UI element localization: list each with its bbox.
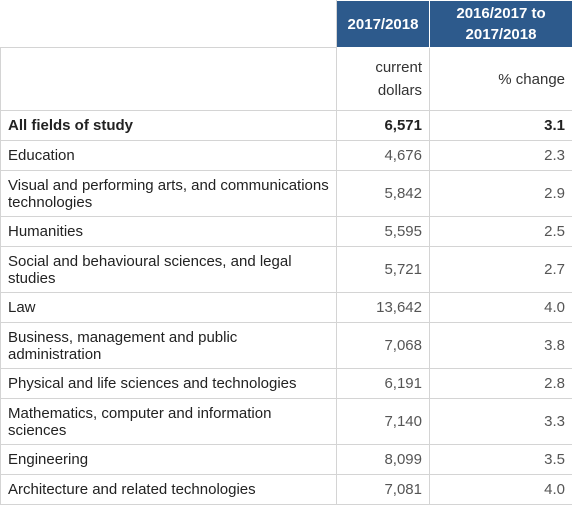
- row-change: 2.3: [429, 140, 572, 171]
- table-row: Humanities 5,595 2.5: [0, 216, 572, 247]
- header-change-period: 2016/2017 to 2017/2018: [429, 0, 572, 48]
- table-row: Social and behavioural sciences, and leg…: [0, 246, 572, 293]
- row-change: 3.5: [429, 444, 572, 475]
- header-row: 2017/2018 2016/2017 to 2017/2018: [0, 0, 572, 48]
- row-change: 3.8: [429, 322, 572, 369]
- row-label: Social and behavioural sciences, and leg…: [0, 246, 337, 293]
- row-value: 7,068: [336, 322, 430, 369]
- row-value: 7,081: [336, 474, 430, 505]
- row-label: Architecture and related technologies: [0, 474, 337, 505]
- table-row: Law 13,642 4.0: [0, 292, 572, 323]
- table-row: Physical and life sciences and technolog…: [0, 368, 572, 399]
- units-blank-cell: [0, 47, 337, 111]
- row-value: 5,721: [336, 246, 430, 293]
- table-row: Business, management and public administ…: [0, 322, 572, 369]
- row-label: Engineering: [0, 444, 337, 475]
- row-label: Visual and performing arts, and communic…: [0, 170, 337, 217]
- row-value: 8,099: [336, 444, 430, 475]
- row-value: 13,642: [336, 292, 430, 323]
- table-row: Visual and performing arts, and communic…: [0, 170, 572, 217]
- row-value: 6,571: [336, 110, 430, 141]
- row-value: 5,842: [336, 170, 430, 217]
- row-label: Humanities: [0, 216, 337, 247]
- units-row: current dollars % change: [0, 47, 572, 111]
- row-label: Physical and life sciences and technolog…: [0, 368, 337, 399]
- row-change: 2.5: [429, 216, 572, 247]
- row-value: 4,676: [336, 140, 430, 171]
- row-change: 4.0: [429, 474, 572, 505]
- row-change: 2.8: [429, 368, 572, 399]
- row-label: Business, management and public administ…: [0, 322, 337, 369]
- table-row: Education 4,676 2.3: [0, 140, 572, 171]
- row-change: 4.0: [429, 292, 572, 323]
- table-row: Engineering 8,099 3.5: [0, 444, 572, 475]
- row-value: 6,191: [336, 368, 430, 399]
- unit-current-dollars: current dollars: [336, 47, 430, 111]
- table-row-total: All fields of study 6,571 3.1: [0, 110, 572, 141]
- row-label: Law: [0, 292, 337, 323]
- unit-percent-change: % change: [429, 47, 572, 111]
- row-value: 5,595: [336, 216, 430, 247]
- row-change: 2.7: [429, 246, 572, 293]
- table-row: Architecture and related technologies 7,…: [0, 474, 572, 505]
- row-change: 3.1: [429, 110, 572, 141]
- header-blank-cell: [0, 0, 337, 48]
- header-year: 2017/2018: [336, 0, 430, 48]
- row-change: 3.3: [429, 398, 572, 445]
- row-label: Mathematics, computer and information sc…: [0, 398, 337, 445]
- row-label: Education: [0, 140, 337, 171]
- row-label: All fields of study: [0, 110, 337, 141]
- row-value: 7,140: [336, 398, 430, 445]
- table-row: Mathematics, computer and information sc…: [0, 398, 572, 445]
- row-change: 2.9: [429, 170, 572, 217]
